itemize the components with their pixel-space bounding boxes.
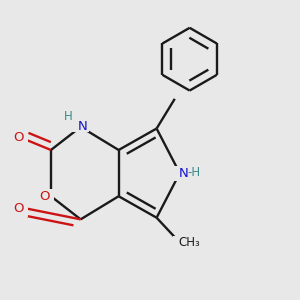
Text: H: H: [64, 110, 73, 124]
Text: -H: -H: [188, 166, 200, 179]
FancyBboxPatch shape: [172, 166, 206, 181]
Text: O: O: [40, 190, 50, 203]
FancyBboxPatch shape: [8, 129, 28, 144]
Text: O: O: [14, 202, 24, 215]
FancyBboxPatch shape: [34, 189, 54, 204]
Text: CH₃: CH₃: [178, 236, 200, 249]
FancyBboxPatch shape: [173, 236, 203, 249]
Text: O: O: [14, 131, 24, 144]
FancyBboxPatch shape: [8, 202, 28, 217]
FancyBboxPatch shape: [66, 115, 89, 132]
Text: N: N: [77, 120, 87, 134]
Text: N: N: [179, 167, 189, 180]
